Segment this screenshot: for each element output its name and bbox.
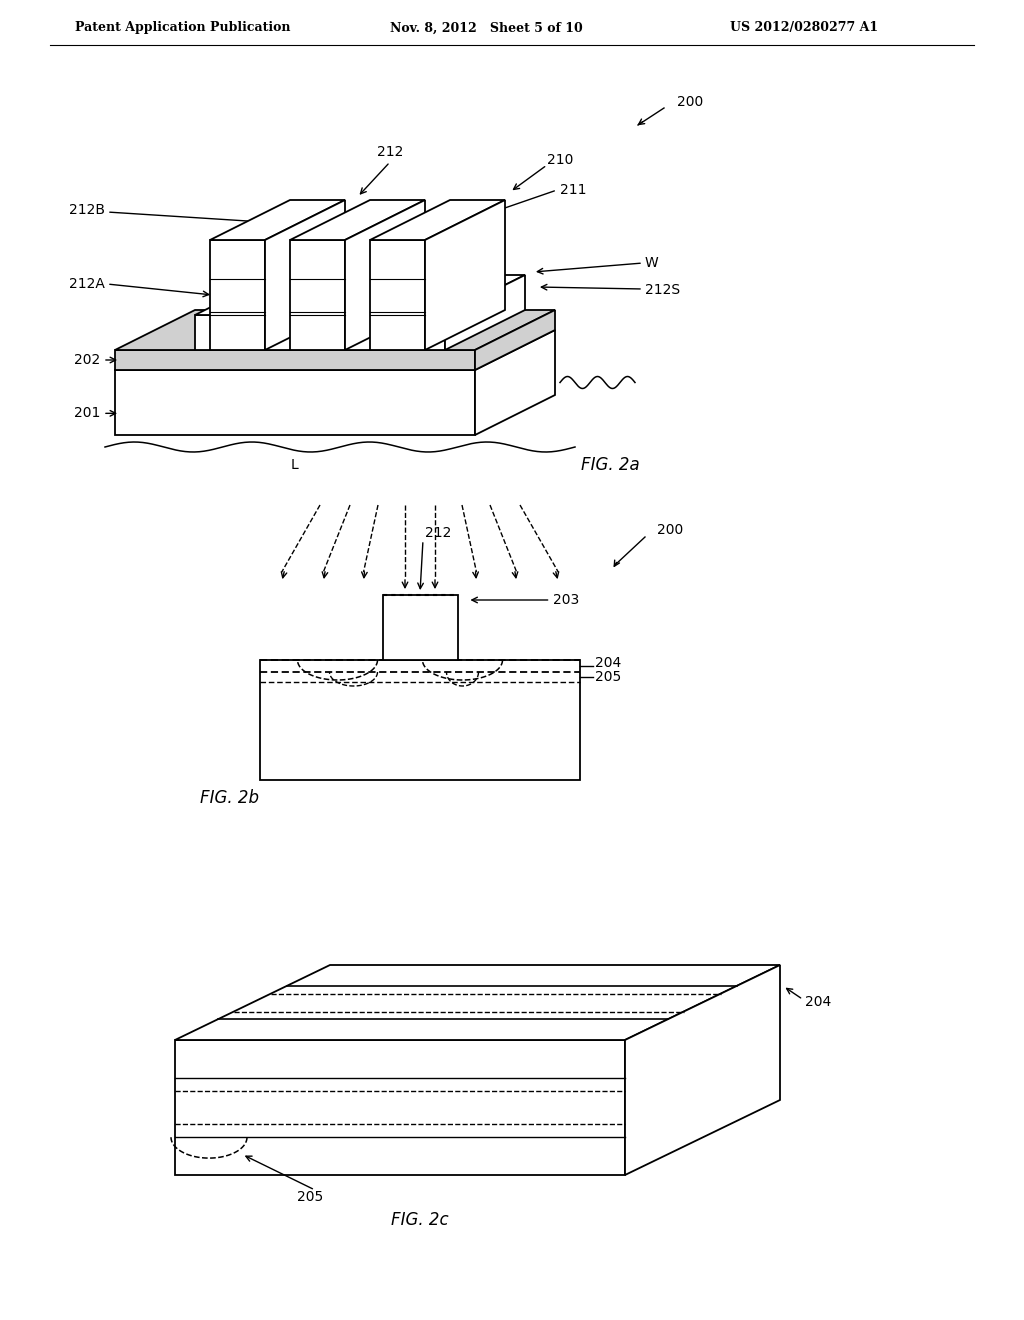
Polygon shape (115, 370, 475, 436)
Text: W: W (645, 256, 658, 271)
Text: 205: 205 (297, 1191, 324, 1204)
Text: 203: 203 (553, 593, 579, 607)
Polygon shape (175, 965, 780, 1040)
Text: 212: 212 (425, 525, 452, 540)
Text: 212A: 212A (70, 277, 105, 290)
Polygon shape (345, 201, 425, 350)
Polygon shape (260, 660, 580, 780)
Polygon shape (370, 240, 425, 350)
Polygon shape (115, 330, 555, 370)
Text: 204: 204 (805, 995, 831, 1010)
Polygon shape (210, 201, 345, 240)
Text: FIG. 2c: FIG. 2c (391, 1210, 449, 1229)
Text: 212: 212 (377, 145, 403, 158)
Polygon shape (383, 595, 458, 660)
Text: 200: 200 (656, 523, 683, 537)
Polygon shape (625, 965, 780, 1175)
Polygon shape (475, 310, 555, 370)
Polygon shape (210, 240, 265, 350)
Polygon shape (425, 201, 505, 350)
Polygon shape (115, 310, 555, 350)
Text: 210: 210 (547, 153, 573, 168)
Text: 212B: 212B (69, 203, 105, 216)
Text: 205: 205 (595, 671, 622, 684)
Text: 202: 202 (74, 352, 100, 367)
Polygon shape (475, 330, 555, 436)
Text: Patent Application Publication: Patent Application Publication (75, 21, 291, 34)
Polygon shape (115, 350, 475, 370)
Polygon shape (290, 201, 425, 240)
Text: FIG. 2b: FIG. 2b (201, 789, 259, 807)
Polygon shape (370, 201, 505, 240)
Polygon shape (195, 315, 445, 350)
Text: L: L (291, 458, 299, 473)
Text: 201: 201 (74, 407, 100, 420)
Text: FIG. 2a: FIG. 2a (581, 455, 639, 474)
Text: 204: 204 (595, 656, 622, 671)
Polygon shape (290, 240, 345, 350)
Text: 200: 200 (677, 95, 703, 110)
Polygon shape (195, 275, 525, 315)
Polygon shape (265, 201, 345, 350)
Text: 211: 211 (560, 183, 587, 197)
Text: 212S: 212S (645, 282, 680, 297)
Polygon shape (175, 1040, 625, 1175)
Text: US 2012/0280277 A1: US 2012/0280277 A1 (730, 21, 879, 34)
Text: Nov. 8, 2012   Sheet 5 of 10: Nov. 8, 2012 Sheet 5 of 10 (390, 21, 583, 34)
Polygon shape (445, 275, 525, 350)
